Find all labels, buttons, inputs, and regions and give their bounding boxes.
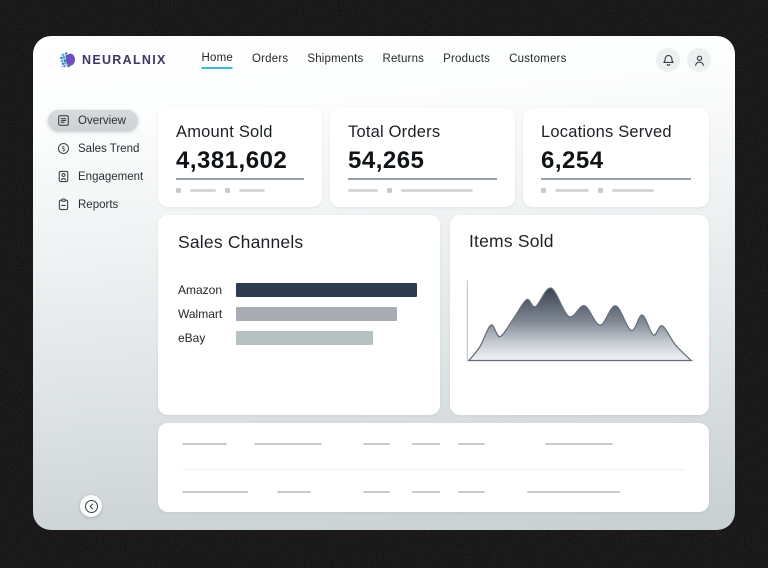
stat-card-amount-sold: Amount Sold 4,381,602 (158, 108, 322, 207)
placeholder-line (458, 491, 485, 493)
skeleton-dot (541, 188, 546, 193)
placeholder-line (182, 443, 227, 445)
placeholder-line (182, 491, 248, 493)
placeholder-line (363, 491, 390, 493)
sidebar-item-reports[interactable]: Reports (48, 194, 130, 215)
area-series (467, 287, 693, 362)
stat-card-total-orders: Total Orders 54,265 (330, 108, 515, 207)
user-icon (693, 54, 706, 67)
placeholder-line (458, 443, 485, 445)
sidebar-item-label: Overview (78, 114, 126, 127)
reports-icon (57, 198, 70, 211)
items-sold-area-chart (466, 280, 695, 366)
stats-row: Amount Sold 4,381,602 Total Orders 54,265 Lo… (158, 108, 709, 207)
placeholder-line (527, 491, 620, 493)
placeholder-line (412, 491, 440, 493)
bar (236, 307, 398, 321)
skeleton-line (348, 189, 378, 192)
stat-value: 4,381,602 (176, 147, 304, 180)
main-nav: Home Orders Shipments Returns Products Custom… (201, 36, 566, 84)
brain-logo-icon (57, 50, 78, 71)
main-content: Amount Sold 4,381,602 Total Orders 54,265 Lo… (158, 108, 709, 512)
placeholder-table-card (158, 423, 709, 512)
navbar: NEURALNIX Home Orders Shipments Returns Prod… (33, 36, 735, 84)
brand-name: NEURALNIX (82, 53, 167, 67)
sidebar: Overview $ Sales Trend Engagement Reports (33, 110, 165, 222)
stat-value: 54,265 (348, 147, 497, 180)
skeleton-line (190, 189, 216, 192)
skeleton-line (555, 189, 589, 192)
nav-item-products[interactable]: Products (443, 53, 491, 65)
bar-label: eBay (178, 331, 206, 345)
stat-skeleton (541, 188, 691, 193)
notification-button[interactable] (656, 48, 680, 72)
stat-title: Amount Sold (176, 123, 273, 141)
brand-logo[interactable]: NEURALNIX (57, 50, 167, 71)
skeleton-dot (598, 188, 603, 193)
placeholder-line (545, 443, 613, 445)
placeholder-line (277, 491, 311, 493)
stat-skeleton (176, 188, 304, 193)
divider (182, 469, 685, 470)
bar-label: Walmart (178, 307, 223, 321)
placeholder-line (254, 443, 322, 445)
sales-channels-title: Sales Channels (178, 232, 304, 252)
sidebar-item-engagement[interactable]: Engagement (48, 166, 155, 187)
chevron-left-circle-icon (84, 499, 99, 514)
bar-label: Amazon (178, 283, 223, 297)
bell-icon (662, 54, 675, 67)
app-window: NEURALNIX Home Orders Shipments Returns Prod… (33, 36, 735, 530)
nav-item-customers[interactable]: Customers (509, 53, 567, 65)
skeleton-line (239, 189, 265, 192)
skeleton-line (612, 189, 654, 192)
skeleton-line (401, 189, 473, 192)
bar-track (236, 331, 420, 345)
collapse-sidebar-button[interactable] (80, 495, 102, 517)
nav-item-orders[interactable]: Orders (251, 53, 289, 65)
sidebar-item-label: Reports (78, 198, 119, 211)
engagement-icon (57, 170, 70, 183)
bar-row-ebay: eBay (178, 326, 420, 350)
sidebar-item-label: Sales Trend (78, 142, 140, 155)
nav-item-home[interactable]: Home (201, 52, 233, 69)
overview-icon (57, 114, 70, 127)
nav-item-returns[interactable]: Returns (382, 53, 425, 65)
sales-channels-bars: Amazon Walmart eBay (178, 278, 420, 350)
sidebar-item-sales-trend[interactable]: $ Sales Trend (48, 138, 151, 159)
bar-track (236, 307, 420, 321)
svg-text:$: $ (61, 144, 66, 153)
stat-title: Locations Served (541, 123, 672, 141)
placeholder-line (412, 443, 440, 445)
skeleton-dot (176, 188, 181, 193)
area-chart-svg (466, 280, 694, 362)
bar-track (236, 283, 420, 297)
skeleton-dot (225, 188, 230, 193)
sidebar-item-overview[interactable]: Overview (48, 110, 138, 131)
bar-row-amazon: Amazon (178, 278, 420, 302)
items-sold-title: Items Sold (469, 231, 554, 251)
bar-row-walmart: Walmart (178, 302, 420, 326)
stat-value: 6,254 (541, 147, 691, 180)
profile-button[interactable] (687, 48, 711, 72)
charts-row: Sales Channels Amazon Walmart eBay Items S… (158, 215, 709, 415)
stat-skeleton (348, 188, 497, 193)
items-sold-card: Items Sold (450, 215, 709, 415)
stat-title: Total Orders (348, 123, 441, 141)
sidebar-item-label: Engagement (78, 170, 144, 183)
stat-card-locations-served: Locations Served 6,254 (523, 108, 709, 207)
bar (236, 331, 374, 345)
bar (236, 283, 417, 297)
nav-item-shipments[interactable]: Shipments (307, 53, 364, 65)
sales-channels-card: Sales Channels Amazon Walmart eBay (158, 215, 440, 415)
sales-trend-icon: $ (57, 142, 70, 155)
nav-actions (656, 48, 711, 72)
placeholder-line (363, 443, 390, 445)
skeleton-dot (387, 188, 392, 193)
